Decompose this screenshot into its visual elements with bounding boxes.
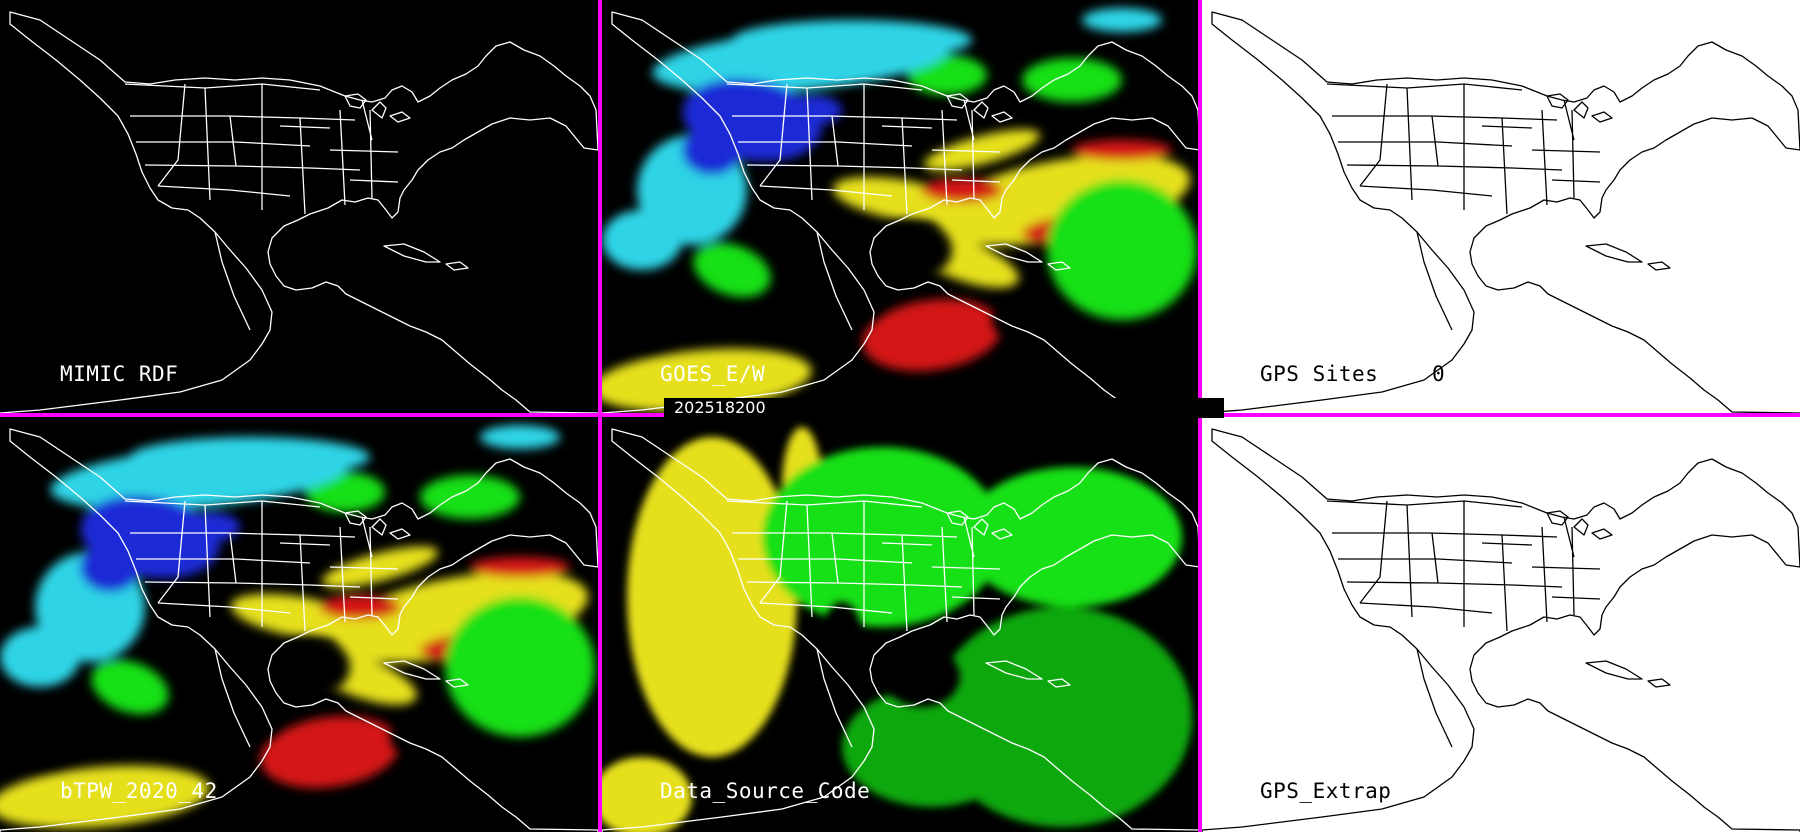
panel-goes-e-w: GOES_E/W bbox=[602, 0, 1200, 413]
panel-label-gps-sites: GPS Sites bbox=[1260, 362, 1379, 386]
panel-label-gps-extrap: GPS_Extrap bbox=[1260, 779, 1392, 803]
gps-sites-count: 0 bbox=[1432, 362, 1446, 386]
panel-gps-sites: GPS Sites 0 bbox=[1202, 0, 1800, 413]
panel-gps-extrap: GPS_Extrap bbox=[1202, 417, 1800, 832]
tpw-imagery-goes bbox=[602, 8, 1200, 413]
panel-label-source: Data_Source_Code bbox=[660, 779, 871, 803]
map-outline-gps-sites bbox=[1202, 11, 1800, 413]
panel-label-goes: GOES_E/W bbox=[660, 362, 766, 386]
panel-btpw: bTPW_2020_42 bbox=[0, 417, 598, 832]
panel-label-btpw: bTPW_2020_42 bbox=[60, 779, 218, 803]
panel-mimic-rdf: MIMIC RDF bbox=[0, 0, 598, 413]
divider-vertical-left bbox=[598, 0, 602, 832]
source-imagery bbox=[602, 427, 1200, 832]
tpw-imagery-btpw bbox=[0, 425, 598, 832]
timestamp-label: 202518200 bbox=[664, 398, 1224, 418]
panel-label-mimic: MIMIC RDF bbox=[60, 362, 179, 386]
panel-data-source-code: Data_Source_Code bbox=[602, 417, 1200, 832]
map-outline-mimic bbox=[0, 11, 598, 413]
map-outline-gps-extrap bbox=[1202, 428, 1800, 832]
